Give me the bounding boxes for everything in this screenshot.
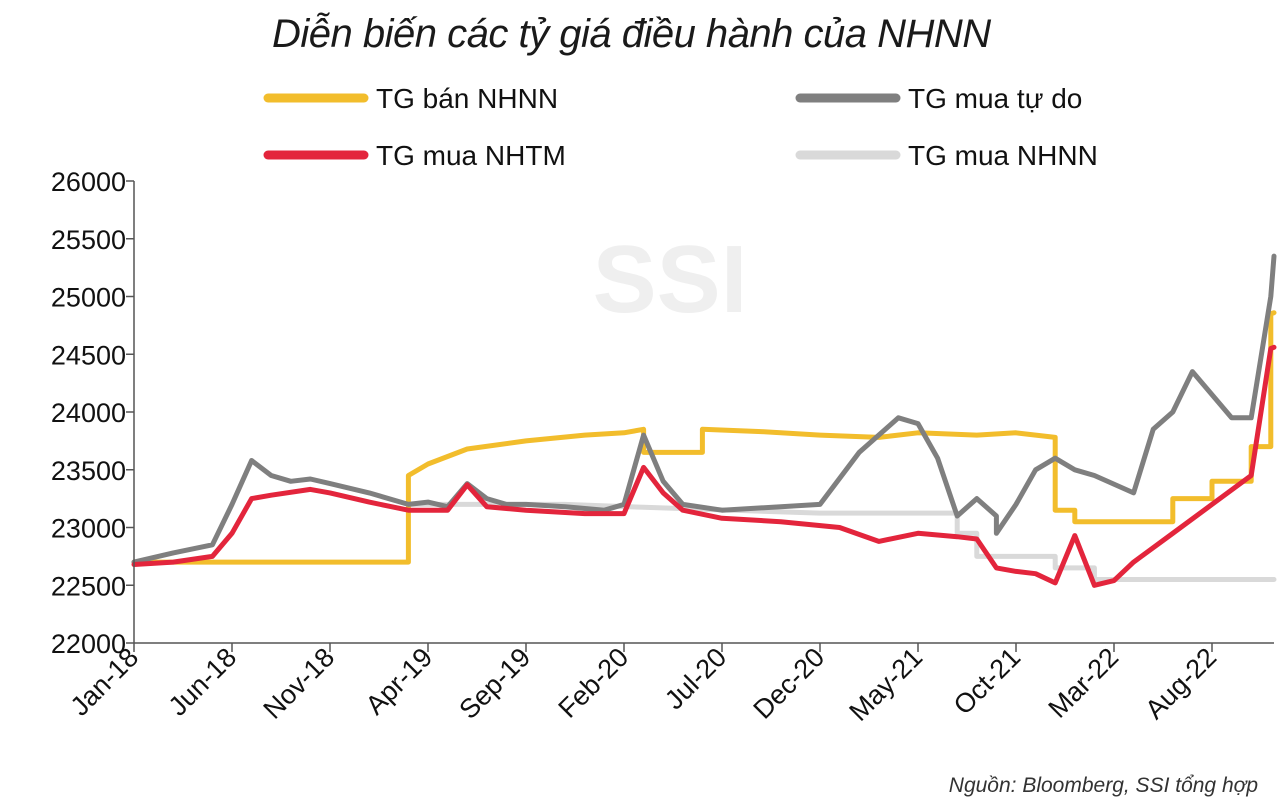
y-tick-label: 22000 (51, 629, 126, 659)
series-line-1 (131, 310, 1277, 565)
y-tick-label: 24000 (51, 398, 126, 428)
x-tick-label: Mar-22 (1043, 642, 1125, 724)
y-tick-label: 22500 (51, 571, 126, 601)
source-note: Nguồn: Bloomberg, SSI tổng hợp (948, 774, 1258, 797)
y-tick-label: 25000 (51, 283, 126, 313)
x-tick-label: Feb-20 (553, 642, 635, 724)
series-line-3 (131, 344, 1277, 588)
x-tick-label: Apr-19 (360, 642, 439, 721)
series-layer (131, 253, 1277, 588)
y-tick-label: 23500 (51, 456, 126, 486)
x-tick-label: Aug-22 (1139, 642, 1222, 725)
x-tick-label: Jun-18 (163, 642, 243, 722)
x-tick-label: Jul-20 (659, 642, 732, 715)
y-tick-label: 24500 (51, 340, 126, 370)
legend-label: TG bán NHNN (376, 83, 558, 114)
watermark: SSI (593, 226, 748, 333)
y-tick-label: 23000 (51, 514, 126, 544)
legend: TG bán NHNN TG mua tự do TG mua NHTM TG mua… (263, 83, 1098, 171)
legend-label: TG mua NHTM (376, 140, 566, 171)
chart-title: Diễn biến các tỷ giá điều hành của NHNN (272, 12, 991, 56)
legend-label: TG mua tự do (908, 83, 1082, 114)
x-tick-label: Nov-18 (257, 642, 340, 725)
legend-label: TG mua NHNN (908, 140, 1098, 171)
y-tick-label: 26000 (51, 167, 126, 197)
x-tick-label: Dec-20 (747, 642, 830, 725)
x-tick-label: Oct-21 (948, 642, 1027, 721)
x-tick-label: May-21 (843, 642, 928, 727)
x-tick-label: Sep-19 (453, 642, 536, 725)
series-line-4 (405, 501, 1277, 582)
series-line-2 (131, 253, 1277, 565)
y-tick-label: 25500 (51, 225, 126, 255)
